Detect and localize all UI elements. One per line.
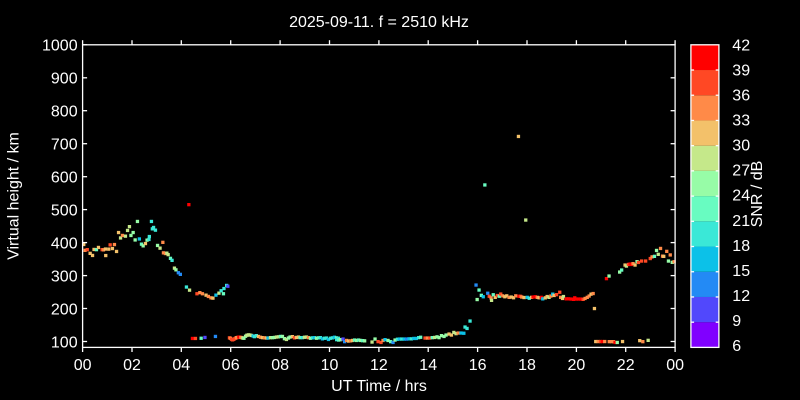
svg-text:1000: 1000 bbox=[42, 38, 78, 55]
svg-text:Virtual height / km: Virtual height / km bbox=[6, 132, 23, 260]
svg-text:42: 42 bbox=[732, 37, 750, 54]
svg-text:12: 12 bbox=[732, 288, 750, 305]
svg-text:200: 200 bbox=[51, 301, 78, 318]
svg-text:2025-09-11. f = 2510 kHz: 2025-09-11. f = 2510 kHz bbox=[289, 14, 469, 31]
svg-text:00: 00 bbox=[74, 357, 92, 374]
svg-text:9: 9 bbox=[732, 313, 741, 330]
svg-text:39: 39 bbox=[732, 63, 750, 80]
svg-text:21: 21 bbox=[732, 213, 750, 230]
svg-text:06: 06 bbox=[222, 357, 240, 374]
svg-text:800: 800 bbox=[51, 104, 78, 121]
svg-text:14: 14 bbox=[419, 357, 437, 374]
svg-text:16: 16 bbox=[469, 357, 487, 374]
svg-text:18: 18 bbox=[518, 357, 536, 374]
svg-text:300: 300 bbox=[51, 268, 78, 285]
svg-text:15: 15 bbox=[732, 263, 750, 280]
svg-text:900: 900 bbox=[51, 71, 78, 88]
svg-text:24: 24 bbox=[732, 188, 750, 205]
svg-text:6: 6 bbox=[732, 338, 741, 355]
svg-text:04: 04 bbox=[172, 357, 190, 374]
svg-text:27: 27 bbox=[732, 163, 750, 180]
svg-text:SNR / dB: SNR / dB bbox=[749, 161, 766, 228]
svg-text:00: 00 bbox=[666, 357, 684, 374]
svg-text:12: 12 bbox=[370, 357, 388, 374]
svg-text:500: 500 bbox=[51, 202, 78, 219]
svg-text:33: 33 bbox=[732, 113, 750, 130]
svg-text:100: 100 bbox=[51, 334, 78, 351]
svg-text:20: 20 bbox=[568, 357, 586, 374]
svg-text:600: 600 bbox=[51, 170, 78, 187]
svg-text:22: 22 bbox=[617, 357, 635, 374]
svg-text:400: 400 bbox=[51, 235, 78, 252]
svg-text:30: 30 bbox=[732, 138, 750, 155]
svg-text:02: 02 bbox=[123, 357, 141, 374]
svg-text:700: 700 bbox=[51, 137, 78, 154]
svg-text:18: 18 bbox=[732, 238, 750, 255]
svg-text:36: 36 bbox=[732, 88, 750, 105]
svg-text:08: 08 bbox=[271, 357, 289, 374]
svg-text:UT Time / hrs: UT Time / hrs bbox=[331, 378, 427, 395]
svg-text:10: 10 bbox=[321, 357, 339, 374]
